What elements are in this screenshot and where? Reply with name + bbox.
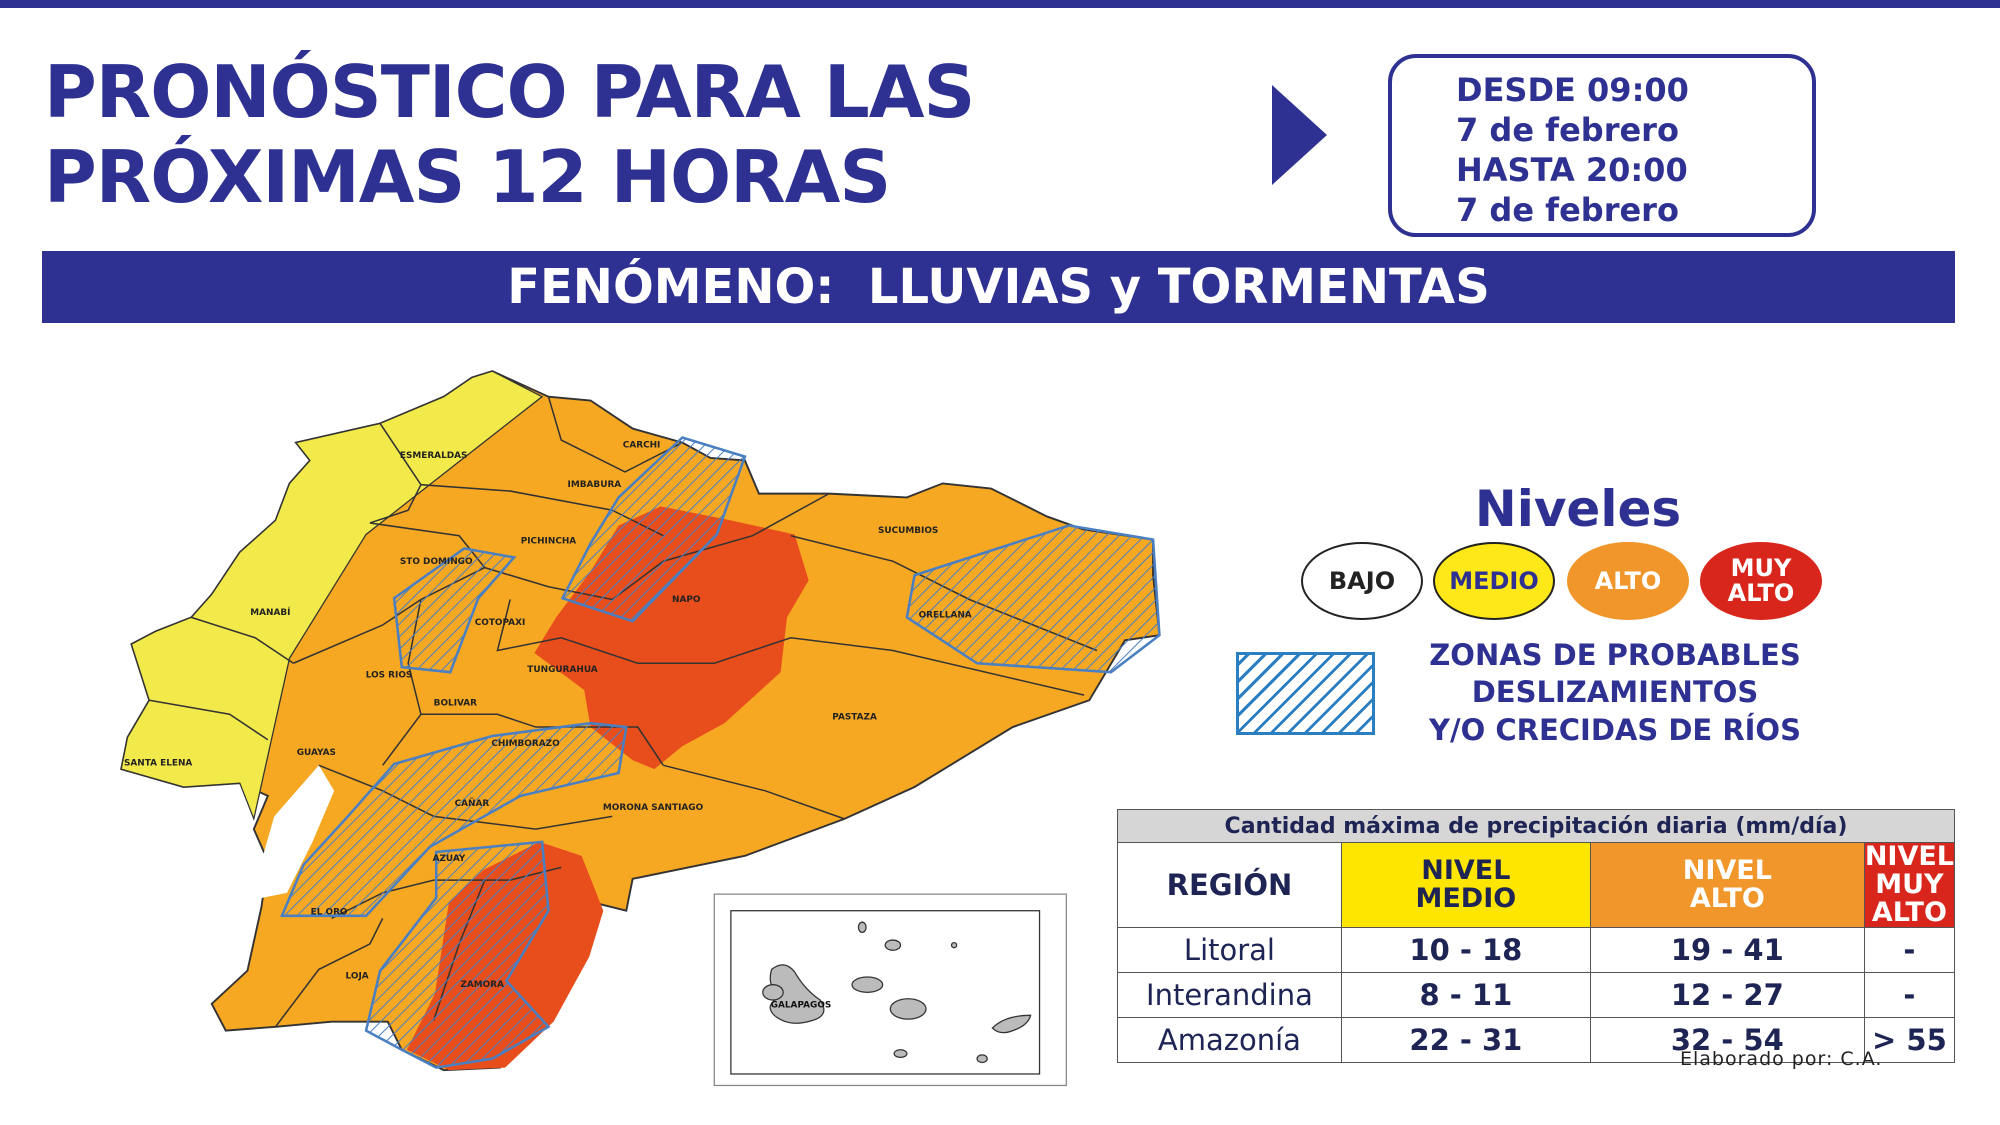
province-label: COTOPAXI <box>475 618 526 628</box>
header-nivel-alto: NIVEL ALTO <box>1589 842 1865 928</box>
gulf-water <box>255 765 335 900</box>
top-border <box>0 0 2000 8</box>
value-cell: - <box>1863 972 1956 1018</box>
table-header-row: REGIÓN NIVEL MEDIO NIVEL ALTO NIVEL MUY … <box>1117 841 1956 928</box>
province-label: PASTAZA <box>832 712 877 722</box>
galapagos-inset: GALAPAGOS <box>713 893 1067 1087</box>
value-cell: 8 - 11 <box>1340 972 1591 1018</box>
level-bajo-badge: BAJO <box>1301 542 1423 620</box>
zones-legend-line-2: DESLIZAMIENTOS <box>1471 675 1759 709</box>
value-cell: > 55 <box>1863 1017 1956 1063</box>
legend-title: Niveles <box>1474 480 1682 538</box>
landslide-zones <box>279 436 1161 1069</box>
phenomenon-banner: FENÓMENO: LLUVIAS y TORMENTAS <box>42 251 1955 323</box>
province-label: NAPO <box>672 595 701 605</box>
province-label: MORONA SANTIAGO <box>603 803 704 813</box>
province-label: ZAMORA <box>460 980 504 990</box>
header-nivel-muy-alto: NIVEL MUY ALTO <box>1863 841 1956 928</box>
zones-legend-line-1: ZONAS DE PROBABLES <box>1429 638 1801 672</box>
province-label: ESMERALDAS <box>400 451 468 461</box>
province-label: LOS RIOS <box>366 670 413 680</box>
province-label: STO DOMINGO <box>400 557 473 567</box>
phenomenon-text: FENÓMENO: LLUVIAS y TORMENTAS <box>507 259 1490 315</box>
precipitation-table: Cantidad máxima de precipitación diaria … <box>1117 809 1956 1063</box>
header-region: REGIÓN <box>1117 842 1342 928</box>
page-title-line-1: PRONÓSTICO PARA LAS <box>44 50 975 134</box>
province-label: SANTA ELENA <box>124 758 192 768</box>
province-label: CARCHI <box>623 441 661 451</box>
coastal-medio-area <box>120 370 544 822</box>
province-label: EL ORO <box>311 908 348 918</box>
province-label: CAÑAR <box>455 798 490 809</box>
date-to-time: HASTA 20:00 <box>1456 151 1688 189</box>
province-label: ORELLANA <box>919 610 972 620</box>
level-alto-badge: ALTO <box>1567 542 1689 620</box>
value-cell: 32 - 54 <box>1589 1017 1865 1063</box>
hatch-zone-sto-domingo <box>392 547 517 674</box>
galapagos-label: GALAPAGOS <box>771 1001 832 1011</box>
hatch-zone-south <box>364 840 551 1069</box>
province-label: BOLIVAR <box>434 698 478 708</box>
table-row: Litoral 10 - 18 19 - 41 - <box>1117 927 1956 973</box>
province-label: IMBABURA <box>568 480 622 490</box>
level-muy-alto-badge: MUY ALTO <box>1700 542 1822 620</box>
play-arrow-icon <box>1272 85 1327 185</box>
date-from-day: 7 de febrero <box>1456 111 1679 149</box>
region-cell: Amazonía <box>1117 1017 1342 1063</box>
province-label: GUAYAS <box>297 748 336 758</box>
hatch-zone-north <box>560 436 747 623</box>
table-title: Cantidad máxima de precipitación diaria … <box>1117 809 1955 843</box>
hatch-zone-central <box>279 721 628 918</box>
province-label: CHIMBORAZO <box>491 739 560 749</box>
date-from-time: DESDE 09:00 <box>1456 71 1689 109</box>
province-label: SUCUMBIOS <box>878 526 938 536</box>
province-label: LOJA <box>346 971 369 981</box>
value-cell: 19 - 41 <box>1589 927 1865 973</box>
date-range-box: DESDE 09:00 7 de febrero HASTA 20:00 7 d… <box>1388 54 1816 237</box>
value-cell: 10 - 18 <box>1340 927 1591 973</box>
table-row: Interandina 8 - 11 12 - 27 - <box>1117 972 1956 1018</box>
province-label: MANABÍ <box>250 606 290 618</box>
zones-legend-line-3: Y/O CRECIDAS DE RÍOS <box>1429 713 1801 747</box>
page-title-line-2: PRÓXIMAS 12 HORAS <box>44 135 891 219</box>
landslide-hatch-swatch <box>1236 652 1375 735</box>
date-to-day: 7 de febrero <box>1456 191 1679 229</box>
hatch-zone-orellana <box>905 524 1161 674</box>
value-cell: 22 - 31 <box>1340 1017 1591 1063</box>
region-cell: Litoral <box>1117 927 1342 973</box>
province-label: TUNGURAHUA <box>527 665 597 675</box>
value-cell: 12 - 27 <box>1589 972 1865 1018</box>
header-nivel-medio: NIVEL MEDIO <box>1340 842 1591 928</box>
province-label: AZUAY <box>433 854 466 864</box>
table-row: Amazonía 22 - 31 32 - 54 > 55 <box>1117 1017 1956 1063</box>
credit-text: Elaborado por: C.A. <box>1680 1048 1883 1070</box>
province-label: PICHINCHA <box>521 536 577 546</box>
level-medio-badge: MEDIO <box>1433 542 1555 620</box>
value-cell: - <box>1863 927 1956 973</box>
region-cell: Interandina <box>1117 972 1342 1018</box>
